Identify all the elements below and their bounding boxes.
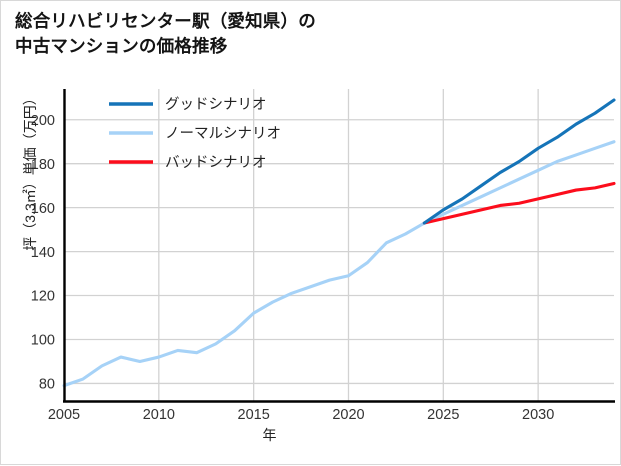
axis-lines <box>63 89 615 403</box>
chart-title-line-1: 総合リハビリセンター駅（愛知県）の <box>15 11 316 31</box>
x-tick-label: 2015 <box>238 407 270 423</box>
legend-label: ノーマルシナリオ <box>165 126 281 142</box>
legend-label: バッドシナリオ <box>165 155 267 171</box>
y-tick-label: 140 <box>31 245 55 261</box>
x-tick-label: 2030 <box>522 407 554 423</box>
y-axis-title: 坪（3.3㎡）単価（万円） <box>22 91 38 251</box>
y-tick-label: 100 <box>31 333 55 349</box>
x-tick-label: 2025 <box>427 407 459 423</box>
y-tick-label: 120 <box>31 289 55 305</box>
y-tick-label: 200 <box>31 113 55 129</box>
legend-label: グッドシナリオ <box>165 96 267 113</box>
y-tick-label: 180 <box>31 157 55 173</box>
x-tick-label: 2020 <box>332 407 364 423</box>
x-axis-title: 年 <box>1 425 621 445</box>
x-axis-tick-labels: 2005 2010 2015 2020 2025 2030 <box>48 407 554 423</box>
series-line-normal <box>62 140 616 388</box>
gridlines <box>63 89 614 401</box>
x-axis-title-text: 年 <box>262 427 277 443</box>
chart-title-line-2: 中古マンションの価格推移 <box>15 36 228 57</box>
series-line-bad <box>422 181 616 225</box>
x-tick-label: 2010 <box>143 407 175 423</box>
x-tick-label: 2005 <box>48 407 80 423</box>
y-tick-label: 160 <box>31 201 55 217</box>
y-tick-label: 80 <box>39 377 55 393</box>
y-axis-tick-labels: 80 100 120 140 160 180 200 <box>31 113 55 393</box>
series-line-good <box>422 98 616 225</box>
chart-title: 総合リハビリセンター駅（愛知県）の 中古マンションの価格推移 <box>15 9 605 60</box>
data-series-group <box>62 98 616 388</box>
